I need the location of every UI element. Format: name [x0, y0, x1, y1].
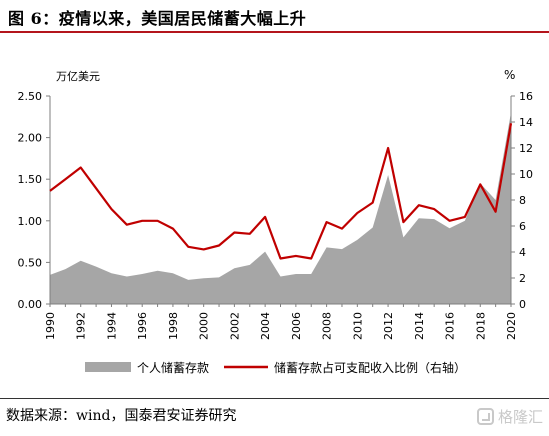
right-tick-label: 10 — [519, 168, 533, 181]
x-tick-label: 1994 — [105, 312, 118, 340]
x-tick-label: 2010 — [351, 312, 364, 340]
right-tick-label: 12 — [519, 142, 533, 155]
x-tick-label: 1992 — [75, 312, 88, 340]
x-tick-label: 2014 — [413, 312, 426, 340]
left-tick-label: 2.00 — [18, 132, 43, 145]
x-tick-label: 2006 — [290, 312, 303, 340]
area-series-personal-savings — [50, 112, 511, 304]
x-tick-label: 2002 — [228, 312, 241, 340]
right-tick-label: 8 — [519, 194, 526, 207]
watermark: 格隆汇 — [476, 404, 543, 428]
right-axis-unit: % — [504, 68, 515, 82]
right-tick-label: 4 — [519, 246, 526, 259]
legend-label-area: 个人储蓄存款 — [137, 360, 209, 375]
x-tick-label: 1990 — [44, 312, 57, 340]
right-tick-label: 6 — [519, 220, 526, 233]
left-tick-label: 1.00 — [18, 215, 43, 228]
x-tick-label: 2020 — [505, 312, 518, 340]
left-axis-unit: 万亿美元 — [56, 70, 100, 83]
footer-divider — [0, 398, 549, 399]
line-series-savings-ratio — [49, 123, 513, 260]
x-tick-label: 2008 — [321, 312, 334, 340]
watermark-logo-icon — [476, 407, 494, 425]
x-tick-label: 1998 — [167, 312, 180, 340]
x-tick-label: 1996 — [136, 312, 149, 340]
x-tick-label: 2018 — [474, 312, 487, 340]
right-tick-label: 0 — [519, 298, 526, 311]
x-tick-label: 2000 — [198, 312, 211, 340]
legend-swatch-area — [85, 362, 131, 372]
left-tick-label: 0.00 — [18, 298, 43, 311]
right-tick-label: 14 — [519, 116, 533, 129]
title-bar: 图 6：疫情以来，美国居民储蓄大幅上升 — [0, 0, 549, 33]
figure-title: 图 6：疫情以来，美国居民储蓄大幅上升 — [8, 9, 307, 28]
x-tick-label: 2016 — [444, 312, 457, 340]
legend-label-line: 储蓄存款占可支配收入比例（右轴） — [274, 360, 466, 375]
x-tick-label: 2004 — [259, 312, 272, 340]
left-tick-label: 2.50 — [18, 90, 43, 103]
left-tick-label: 0.50 — [18, 256, 43, 269]
chart: 0.00 0.50 1.00 1.50 2.00 2.50 0 2 4 6 8 10 12 14 16 199… — [18, 68, 534, 375]
right-tick-label: 2 — [519, 272, 526, 285]
x-tick-label: 2012 — [382, 312, 395, 340]
left-tick-label: 1.50 — [18, 173, 43, 186]
right-tick-label: 16 — [519, 90, 533, 103]
watermark-text: 格隆汇 — [497, 407, 543, 426]
source-note: 数据来源：wind，国泰君安证券研究 — [6, 408, 237, 424]
